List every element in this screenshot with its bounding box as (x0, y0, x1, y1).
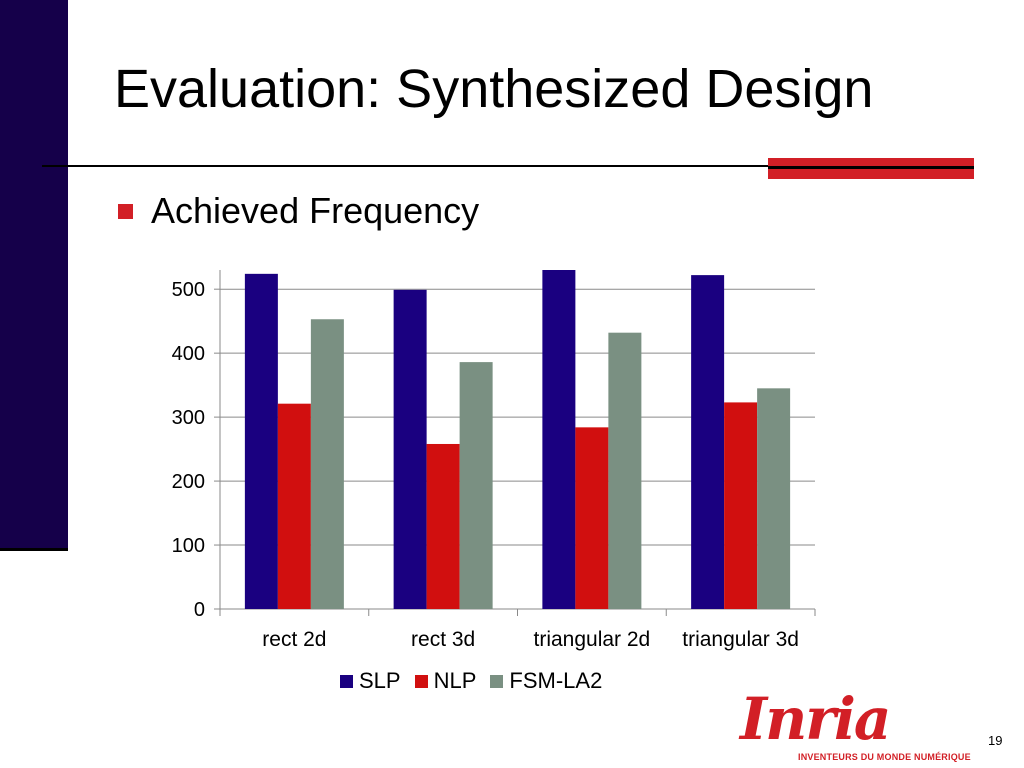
bar-slp (542, 270, 575, 609)
slide-number: 19 (988, 733, 1002, 748)
bar-fsm-la2 (608, 333, 641, 609)
y-tick-label: 500 (172, 279, 205, 301)
bullet-text: Achieved Frequency (151, 190, 479, 232)
bar-nlp (278, 404, 311, 609)
bar-fsm-la2 (311, 319, 344, 609)
bar-slp (245, 274, 278, 609)
y-tick-label: 100 (172, 535, 205, 557)
inria-logo: Inria INVENTEURS DU MONDE NUMÉRIQUE (740, 690, 940, 762)
y-tick-label: 0 (194, 599, 205, 621)
legend-item-nlp: NLP (415, 668, 477, 694)
legend-swatch-slp (340, 675, 353, 688)
legend-label-nlp: NLP (434, 668, 477, 694)
bar-slp (394, 290, 427, 609)
legend-label-fsm-la2: FSM-LA2 (509, 668, 602, 694)
legend-label-slp: SLP (359, 668, 401, 694)
bullet-item: Achieved Frequency (118, 190, 479, 232)
x-category-label: triangular 3d (682, 628, 799, 651)
bar-slp (691, 275, 724, 609)
legend-swatch-nlp (415, 675, 428, 688)
bar-chart: 0 100 200 300 400 500 rect 2d rect 3d triangular… (140, 260, 830, 660)
chart-legend: SLP NLP FSM-LA2 (340, 668, 616, 694)
y-tick-label: 400 (172, 343, 205, 365)
x-category-label: rect 3d (411, 628, 475, 651)
slide-title: Evaluation: Synthesized Design (114, 62, 873, 116)
bar-nlp (575, 427, 608, 609)
legend-item-fsm-la2: FSM-LA2 (490, 668, 602, 694)
logo-tagline: INVENTEURS DU MONDE NUMÉRIQUE (798, 752, 971, 762)
y-tick-label: 200 (172, 471, 205, 493)
left-sidebar-bar (0, 0, 68, 551)
bar-fsm-la2 (757, 388, 790, 609)
bullet-square-icon (118, 204, 133, 219)
logo-wordmark: Inria (740, 690, 940, 748)
bar-nlp (724, 402, 757, 609)
accent-block (768, 158, 974, 179)
legend-swatch-fsm-la2 (490, 675, 503, 688)
legend-item-slp: SLP (340, 668, 401, 694)
x-category-label: rect 2d (262, 628, 326, 651)
bar-fsm-la2 (460, 362, 493, 609)
x-category-label: triangular 2d (534, 628, 651, 651)
bar-nlp (427, 444, 460, 609)
y-tick-label: 300 (172, 407, 205, 429)
